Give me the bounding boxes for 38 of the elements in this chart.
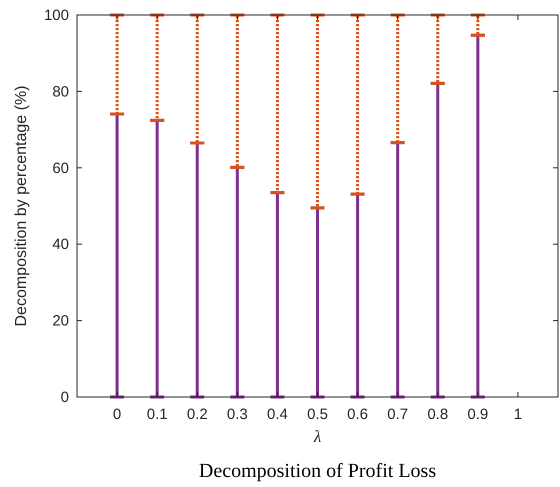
bar [316, 15, 319, 208]
x-axis-title: λ [312, 427, 322, 446]
y-tick-label: 20 [52, 312, 69, 330]
bar [356, 15, 360, 194]
y-tick-label: 40 [52, 236, 69, 254]
y-tick-label: 100 [44, 7, 69, 24]
x-tick-label: 0.7 [387, 406, 408, 423]
bar [316, 208, 319, 397]
bar [196, 142, 199, 397]
bar [196, 15, 199, 143]
bar [276, 192, 279, 397]
y-tick-label: 80 [52, 83, 69, 100]
x-tick-label: 0 [112, 406, 122, 423]
bar [116, 114, 119, 397]
bar [156, 15, 159, 120]
bar [236, 167, 239, 397]
bar [116, 15, 119, 114]
bar [236, 15, 239, 168]
x-tick-label: 0.6 [347, 406, 368, 423]
bar [436, 83, 440, 397]
y-tick-label: 0 [60, 389, 69, 406]
bar [156, 120, 159, 397]
x-tick-label: 0.9 [467, 406, 488, 423]
y-tick-label: 60 [52, 160, 69, 177]
bar [396, 15, 400, 143]
x-tick-label: 0.3 [226, 406, 248, 423]
x-tick-label: 1 [514, 406, 522, 423]
x-tick-label: 0.1 [146, 406, 168, 423]
bar [436, 15, 440, 84]
x-tick-label: 0.4 [266, 406, 288, 423]
text: Decomposition of Profit Loss [198, 460, 436, 482]
bar [476, 35, 480, 397]
x-tick-label: 0.2 [186, 406, 208, 423]
y-axis-title: Decomposition by percentage (%) [13, 85, 30, 327]
x-tick-label: 0.8 [427, 406, 448, 423]
x-tick-label: 0.5 [307, 406, 328, 423]
bar [356, 194, 360, 397]
bar [396, 142, 400, 397]
